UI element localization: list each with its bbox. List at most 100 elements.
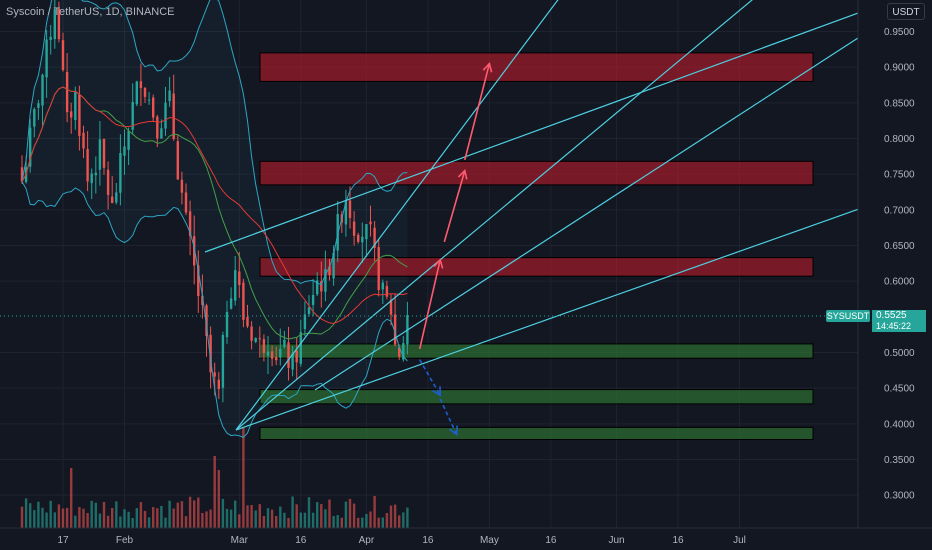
resistance-zone-0[interactable]	[259, 52, 814, 82]
volume-bar-14	[78, 507, 81, 528]
volume-bar-91	[393, 504, 397, 528]
candle-body-51	[229, 298, 233, 309]
price-zones	[259, 52, 814, 441]
volume-bar-21	[106, 515, 110, 528]
volume-bar-42	[193, 500, 196, 528]
candle-body-20	[102, 139, 106, 168]
support-zone-0[interactable]	[259, 343, 814, 359]
volume-bar-5	[41, 507, 44, 528]
volume-bar-19	[98, 513, 102, 528]
candle-body-46	[209, 334, 212, 373]
volume-bar-36	[168, 500, 171, 528]
volume-bar-53	[238, 514, 241, 528]
candle-body-83	[361, 236, 364, 243]
bollinger-band-area	[22, 0, 408, 438]
up-arrow-0[interactable]	[418, 259, 441, 350]
support-zone-1[interactable]	[259, 389, 814, 405]
trendline-0[interactable]	[204, 12, 859, 253]
volume-bar-40	[184, 516, 188, 528]
volume-bar-72	[316, 502, 319, 528]
candle-body-59	[262, 339, 266, 354]
candle-body-4	[37, 103, 40, 108]
candle-body-41	[188, 211, 192, 236]
x-tick-label-1: Feb	[116, 535, 134, 546]
volume-bar-7	[49, 500, 52, 528]
volume-bar-33	[156, 508, 159, 528]
resistance-zone-2[interactable]	[259, 257, 814, 277]
y-tick-label-7: 0.6000	[884, 277, 915, 288]
candle-body-24	[119, 153, 122, 193]
trendline-4[interactable]	[314, 37, 859, 391]
volume-bar-60	[266, 508, 270, 528]
last-price-badge: SYSUSDT 0.5525 14:45:22	[826, 310, 926, 332]
last-price-label: 0.5525	[872, 310, 926, 322]
candle-body-43	[197, 265, 200, 297]
candle-body-79	[344, 201, 348, 225]
candle-body-21	[106, 169, 110, 195]
volume-bar-46	[209, 509, 212, 528]
volume-bar-22	[111, 508, 114, 528]
resistance-zone-1[interactable]	[259, 160, 814, 186]
down-arrow-0-head	[432, 386, 442, 397]
candle-body-64	[283, 339, 286, 347]
volume-bar-28	[135, 508, 138, 528]
volume-bar-92	[398, 515, 401, 528]
candle-body-90	[389, 299, 393, 315]
candle-body-12	[70, 111, 73, 118]
x-tick-label-9: 16	[672, 535, 684, 546]
candle-body-63	[279, 348, 282, 358]
volume-bar-55	[246, 505, 249, 528]
up-arrow-1[interactable]	[443, 170, 466, 243]
candle-body-37	[172, 93, 175, 139]
candle-body-9	[57, 8, 61, 40]
time-axis[interactable]: 17 Feb Mar 16 Apr 16 May 16 Jun 16 Jul	[0, 527, 932, 550]
candle-body-53	[238, 271, 241, 286]
candle-body-22	[111, 196, 114, 204]
volume-bar-73	[320, 504, 323, 528]
candle-body-16	[86, 149, 89, 182]
candle-body-87	[377, 247, 380, 291]
trendline-1[interactable]	[235, 0, 858, 431]
volume-bar-76	[332, 515, 335, 528]
y-tick-label-5: 0.7000	[884, 205, 915, 216]
bollinger-lower	[21, 181, 408, 438]
trendlines	[204, 0, 859, 431]
price-axis[interactable]: 0.9500 0.9000 0.8500 0.8000 0.7500 0.7000 0.65…	[857, 0, 932, 550]
candle-body-82	[357, 234, 360, 242]
volume-bar-10	[61, 508, 65, 528]
volume-bar-35	[164, 517, 167, 528]
candle-body-72	[316, 280, 319, 295]
candle-body-47	[213, 372, 216, 377]
x-tick-label-4: Apr	[359, 535, 375, 546]
volume-bar-56	[250, 505, 253, 528]
support-zone-2[interactable]	[259, 426, 814, 441]
volume-bar-48	[217, 470, 220, 528]
bollinger-upper	[21, 0, 408, 286]
trendline-3[interactable]	[235, 208, 859, 431]
currency-button[interactable]: USDT	[887, 3, 925, 20]
volume-bar-23	[115, 501, 118, 528]
y-tick-label-11: 0.3500	[884, 455, 915, 466]
candle-body-66	[291, 353, 294, 370]
volume-bar-18	[94, 502, 97, 528]
candle-body-11	[65, 71, 69, 113]
volume-bar-89	[385, 513, 389, 528]
y-tick-label-10: 0.4000	[884, 419, 915, 430]
volume-bar-47	[213, 456, 216, 528]
candle-body-88	[381, 282, 384, 290]
candle-body-48	[217, 379, 220, 389]
candle-body-19	[98, 139, 102, 170]
candle-body-27	[131, 101, 134, 130]
volume-bar-17	[90, 500, 93, 528]
volume-bar-61	[270, 509, 274, 528]
y-tick-label-8: 0.5000	[884, 348, 915, 359]
x-tick-label-0: 17	[57, 535, 69, 546]
candle-body-33	[156, 116, 159, 139]
trendline-2[interactable]	[235, 0, 858, 431]
volume-bar-6	[45, 512, 48, 528]
up-arrow-2[interactable]	[464, 63, 491, 161]
candle-body-32	[152, 97, 155, 118]
volume-bar-59	[262, 515, 266, 528]
candle-body-81	[352, 221, 356, 236]
